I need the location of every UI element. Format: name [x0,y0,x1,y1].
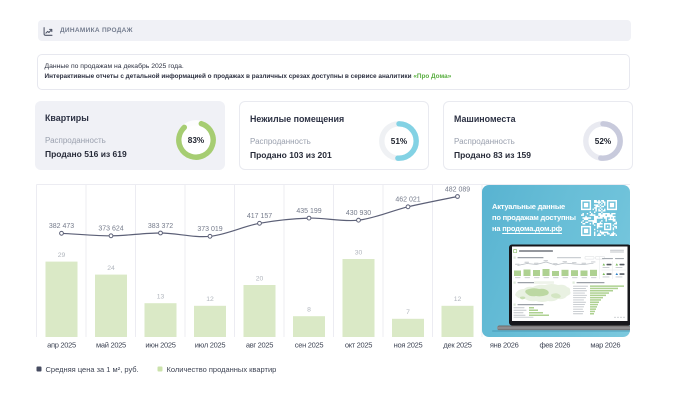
svg-text:окт 2025: окт 2025 [345,341,372,350]
svg-text:янв 2026: янв 2026 [490,341,519,350]
svg-text:30: 30 [355,249,363,256]
svg-text:сен 2025: сен 2025 [295,341,324,350]
svg-text:482 089: 482 089 [445,186,470,193]
svg-text:383 372: 383 372 [148,223,173,230]
svg-text:382 473: 382 473 [49,223,74,230]
svg-text:430 930: 430 930 [346,210,371,217]
svg-text:Количество проданных квартир: Количество проданных квартир [167,365,277,374]
svg-text:авг 2025: авг 2025 [246,341,273,350]
svg-text:8: 8 [307,307,311,314]
svg-text:13: 13 [157,294,165,301]
svg-text:373 624: 373 624 [98,226,123,233]
svg-text:417 157: 417 157 [247,213,272,220]
svg-text:май 2025: май 2025 [96,341,126,350]
svg-text:апр 2025: апр 2025 [47,341,76,350]
svg-text:24: 24 [107,265,115,272]
svg-text:462 021: 462 021 [395,197,420,204]
svg-text:12: 12 [454,296,462,303]
svg-text:июл 2025: июл 2025 [195,341,226,350]
svg-text:июн 2025: июн 2025 [145,341,175,350]
svg-text:дек 2025: дек 2025 [443,341,471,350]
svg-text:373 019: 373 019 [197,226,222,233]
svg-text:435 199: 435 199 [296,208,321,215]
svg-text:ноя 2025: ноя 2025 [394,341,423,350]
svg-text:Средняя цена за 1 м², руб.: Средняя цена за 1 м², руб. [46,365,139,374]
svg-text:мар 2026: мар 2026 [590,341,620,350]
svg-text:фев 2026: фев 2026 [539,341,570,350]
svg-text:12: 12 [206,296,214,303]
svg-text:20: 20 [256,275,264,282]
svg-text:29: 29 [58,252,66,259]
svg-text:7: 7 [406,309,410,316]
